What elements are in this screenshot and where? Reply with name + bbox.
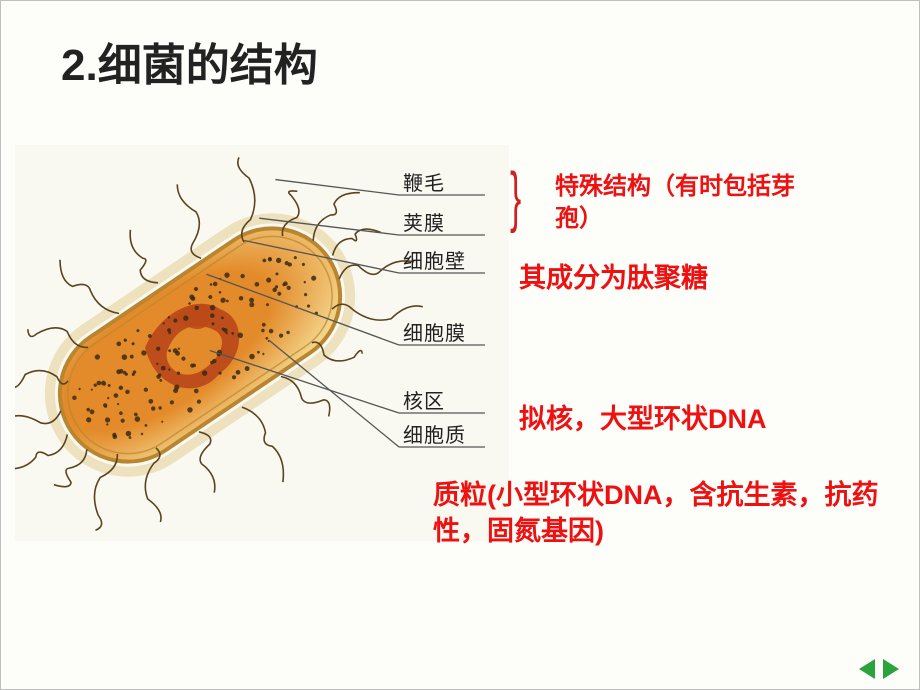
nav-controls [859, 659, 899, 679]
anno-plasmid: 质粒(小型环状DNA，含抗生素，抗药性，固氮基因) [433, 477, 893, 550]
label-capsule: 荚膜 [403, 212, 445, 235]
label-cellwall: 细胞壁 [403, 250, 466, 273]
prev-slide-button[interactable] [859, 659, 875, 679]
anno-cellwall-note: 其成分为肽聚糖 [519, 260, 708, 296]
label-membrane: 细胞膜 [403, 322, 466, 345]
next-slide-button[interactable] [883, 659, 899, 679]
label-flagellum: 鞭毛 [403, 172, 445, 195]
anno-special-structure: 特殊结构（有时包括芽孢） [555, 171, 815, 236]
anno-nucleoid-note: 拟核，大型环状DNA [519, 401, 767, 437]
label-nucleoid: 核区 [403, 390, 445, 413]
brace-icon: } [510, 157, 521, 235]
slide: 2.细菌的结构 鞭毛荚膜细胞壁细胞膜核区细胞质 } 特殊结构（有时包括芽孢） 其… [0, 0, 920, 690]
label-cytoplasm: 细胞质 [403, 424, 466, 447]
slide-title: 2.细菌的结构 [61, 29, 318, 93]
